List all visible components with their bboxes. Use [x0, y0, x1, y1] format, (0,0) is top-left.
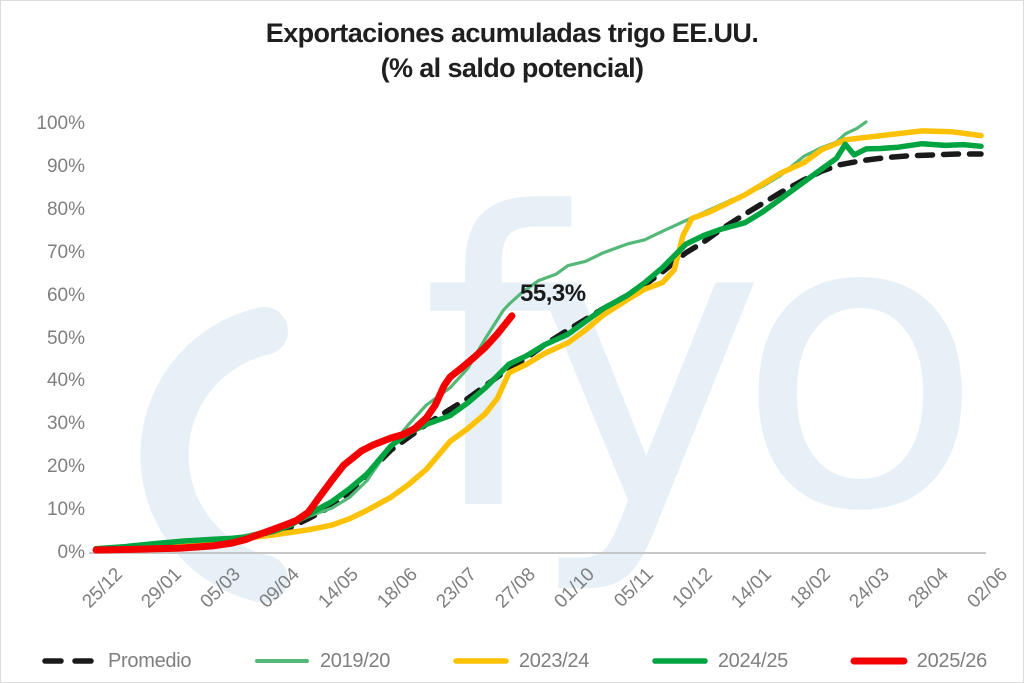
series-line-2023-24 — [93, 128, 984, 552]
y-tick-label-40: 40% — [46, 370, 85, 392]
legend: Promedio 2019/20 2023/24 2024/25 2025/26 — [1, 644, 1023, 678]
legend-label-2025-26: 2025/26 — [916, 649, 988, 672]
legend-swatch-2019-20-icon — [254, 659, 309, 663]
y-tick-label-80: 80% — [46, 198, 85, 220]
y-tick-label-60: 60% — [46, 284, 85, 306]
chart-title-line1: Exportaciones acumuladas trigo EE.UU. — [265, 18, 759, 48]
y-tick-label-30: 30% — [46, 413, 85, 435]
legend-label-2023-24: 2023/24 — [518, 649, 590, 672]
series-lines — [92, 120, 984, 554]
legend-label-promedio: Promedio — [108, 649, 192, 672]
series-line-2025-26 — [92, 312, 516, 554]
legend-item-2019-20: 2019/20 — [253, 650, 390, 673]
chart-title: Exportaciones acumuladas trigo EE.UU. (%… — [1, 16, 1023, 86]
current-value-annotation: 55,3% — [520, 280, 586, 307]
y-tick-label-90: 90% — [46, 155, 85, 177]
y-tick-label-20: 20% — [46, 456, 85, 478]
y-tick-label-50: 50% — [46, 327, 85, 349]
legend-item-2024-25: 2024/25 — [651, 650, 788, 673]
legend-swatch-promedio-icon — [42, 658, 98, 664]
y-tick-label-0: 0% — [57, 542, 85, 563]
legend-swatch-2025-26-icon — [850, 657, 908, 665]
chart-title-line2: (% al saldo potencial) — [380, 53, 644, 83]
y-tick-label-100: 100% — [36, 113, 85, 134]
legend-swatch-2023-24-icon — [453, 658, 509, 664]
y-tick-label-70: 70% — [46, 241, 85, 263]
watermark-crescent-icon — [140, 307, 288, 603]
legend-label-2024-25: 2024/25 — [717, 649, 789, 672]
legend-item-2023-24: 2023/24 — [452, 650, 589, 673]
legend-swatch-2024-25-icon — [652, 658, 708, 664]
legend-label-2019-20: 2019/20 — [319, 649, 391, 672]
legend-item-promedio: Promedio — [41, 649, 192, 673]
legend-item-2025-26: 2025/26 — [850, 650, 987, 673]
y-tick-label-10: 10% — [46, 499, 85, 521]
watermark-text: fyo — [421, 128, 964, 600]
